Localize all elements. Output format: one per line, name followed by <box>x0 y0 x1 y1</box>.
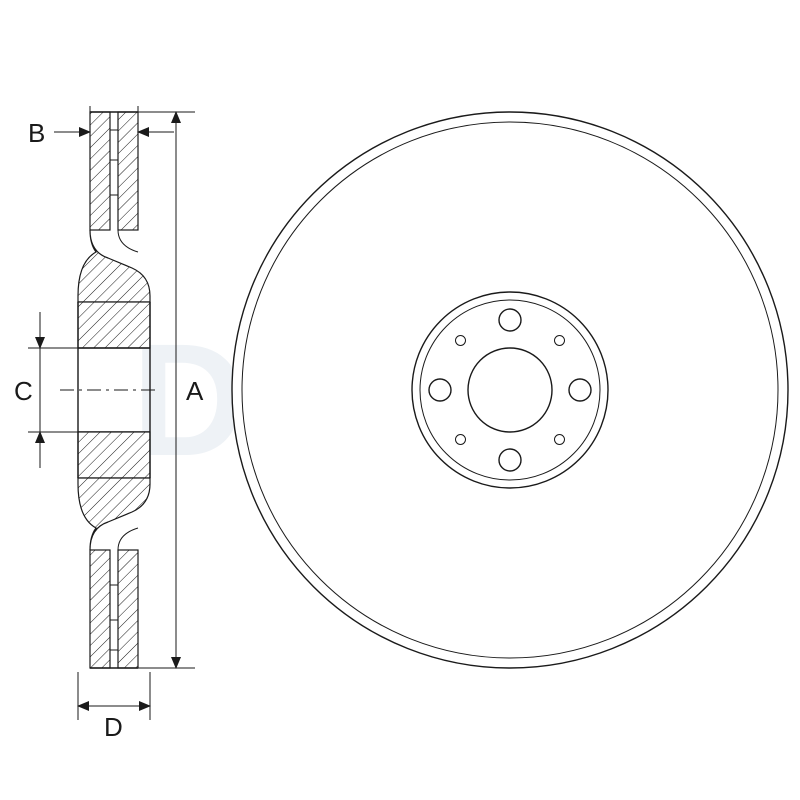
dim-label-a: A <box>186 376 203 407</box>
dim-label-c: C <box>14 376 33 407</box>
dim-label-b: B <box>28 118 45 149</box>
front-view <box>232 112 788 668</box>
dimensions <box>28 106 195 720</box>
technical-drawing <box>0 0 800 800</box>
dim-label-d: D <box>104 712 123 743</box>
side-section-view <box>60 112 160 668</box>
